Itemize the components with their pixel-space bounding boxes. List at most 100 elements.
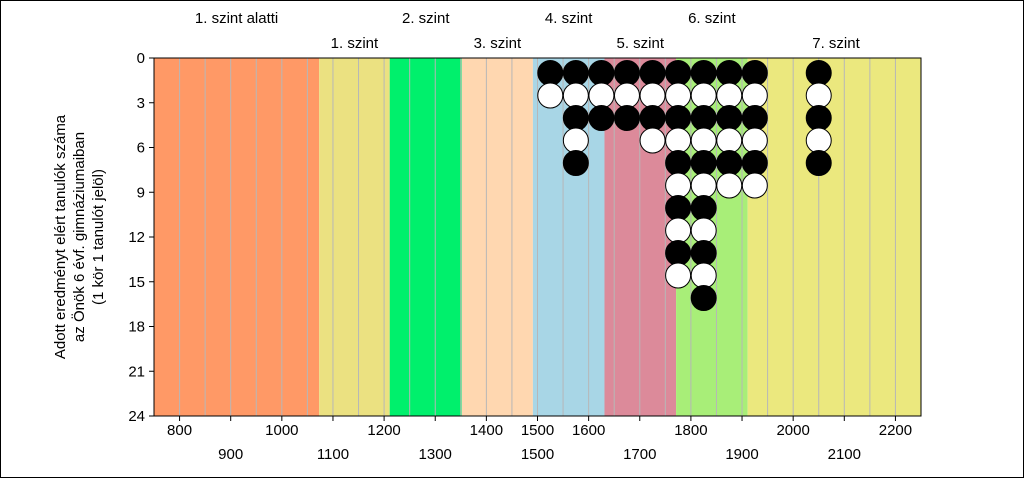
y-axis-title: Adott eredményt elért tanulók száma az Ön… bbox=[52, 114, 107, 359]
student-marker bbox=[716, 105, 743, 131]
level-label: 1. szint alatti bbox=[195, 10, 278, 27]
x-tick-label: 1500 bbox=[521, 422, 554, 439]
y-tick-label: 6 bbox=[137, 140, 145, 157]
student-marker bbox=[805, 60, 832, 86]
student-marker bbox=[690, 217, 717, 244]
x-tick-label: 1300 bbox=[419, 446, 452, 463]
student-marker bbox=[690, 195, 717, 221]
y-tick-label: 21 bbox=[128, 363, 145, 380]
student-marker bbox=[613, 82, 640, 109]
student-marker bbox=[690, 172, 717, 199]
student-marker bbox=[741, 105, 768, 131]
student-marker bbox=[690, 240, 717, 266]
level-label: 2. szint bbox=[402, 10, 450, 27]
student-marker bbox=[613, 105, 640, 131]
student-marker bbox=[537, 60, 564, 86]
y-tick-label: 3 bbox=[137, 95, 145, 112]
x-tick-label: 1200 bbox=[367, 422, 400, 439]
student-marker bbox=[805, 150, 832, 176]
student-marker bbox=[716, 150, 743, 176]
student-marker bbox=[665, 262, 692, 289]
x-tick-label: 1400 bbox=[470, 422, 503, 439]
x-tick-label: 1600 bbox=[572, 422, 605, 439]
student-marker bbox=[716, 127, 743, 154]
student-marker bbox=[741, 172, 768, 199]
student-marker bbox=[690, 82, 717, 109]
student-marker bbox=[562, 150, 589, 176]
student-marker bbox=[805, 127, 832, 154]
student-marker bbox=[665, 105, 692, 131]
student-marker bbox=[690, 262, 717, 289]
student-marker bbox=[716, 82, 743, 109]
student-marker bbox=[741, 60, 768, 86]
student-marker bbox=[665, 82, 692, 109]
x-tick-label: 800 bbox=[167, 422, 192, 439]
x-tick-label: 900 bbox=[218, 446, 243, 463]
y-axis-title-line: (1 kör 1 tanulót jelöl) bbox=[90, 169, 107, 305]
student-marker bbox=[665, 60, 692, 86]
student-marker bbox=[741, 82, 768, 109]
y-tick-label: 0 bbox=[137, 50, 145, 67]
student-marker bbox=[665, 172, 692, 199]
x-tick-label: 1700 bbox=[623, 446, 656, 463]
student-marker bbox=[690, 105, 717, 131]
y-tick-label: 9 bbox=[137, 184, 145, 201]
student-marker bbox=[639, 105, 666, 131]
student-marker bbox=[562, 82, 589, 109]
vertical-gridlines bbox=[179, 58, 896, 416]
band-8 bbox=[747, 58, 921, 416]
student-marker bbox=[665, 240, 692, 266]
x-tick-label: 1100 bbox=[317, 446, 349, 463]
level-label: 7. szint bbox=[812, 35, 860, 52]
y-tick-label: 18 bbox=[128, 319, 145, 336]
student-marker bbox=[588, 60, 615, 86]
student-marker bbox=[639, 82, 666, 109]
student-marker bbox=[613, 60, 640, 86]
student-markers bbox=[537, 60, 832, 311]
student-marker bbox=[741, 150, 768, 176]
band-4 bbox=[461, 58, 533, 416]
student-marker bbox=[537, 82, 564, 109]
x-tick-label: 2200 bbox=[879, 422, 912, 439]
student-marker bbox=[665, 195, 692, 221]
y-axis-title-line: Adott eredményt elért tanulók száma bbox=[52, 114, 69, 359]
student-marker bbox=[639, 127, 666, 154]
level-label: 1. szint bbox=[331, 35, 379, 52]
student-marker bbox=[665, 127, 692, 154]
student-marker bbox=[562, 105, 589, 131]
student-marker bbox=[588, 82, 615, 109]
student-marker bbox=[690, 285, 717, 311]
axes: 0 3 6 9 12 15 18 21 24 800 1000 1200 1400 1500 1600 180… bbox=[128, 50, 922, 463]
x-tick-label: 2000 bbox=[776, 422, 809, 439]
proficiency-level-bands bbox=[154, 58, 921, 416]
student-marker bbox=[562, 127, 589, 154]
student-marker bbox=[716, 60, 743, 86]
level-labels: 1. szint alatti 1. szint 2. szint 3. szint 4… bbox=[195, 10, 861, 52]
student-marker bbox=[716, 172, 743, 199]
y-tick-label: 15 bbox=[128, 274, 145, 291]
level-label: 4. szint bbox=[545, 10, 593, 27]
y-tick-label: 24 bbox=[128, 408, 145, 425]
band-1 bbox=[154, 58, 320, 416]
level-label: 5. szint bbox=[617, 35, 665, 52]
level-label: 3. szint bbox=[474, 35, 522, 52]
level-label: 6. szint bbox=[688, 10, 736, 27]
y-axis-title-line: az Önök 6 évf. gimnáziumaiban bbox=[70, 132, 88, 342]
student-marker bbox=[690, 60, 717, 86]
student-marker bbox=[639, 60, 666, 86]
student-marker bbox=[588, 105, 615, 131]
band-3 bbox=[389, 58, 462, 416]
x-tick-label: 1900 bbox=[725, 446, 758, 463]
x-tick-label: 1000 bbox=[265, 422, 298, 439]
y-axis-title-text: Adott eredményt elért tanulók száma az Ön… bbox=[52, 114, 107, 359]
student-marker bbox=[805, 105, 832, 131]
band-2 bbox=[319, 58, 390, 416]
student-marker bbox=[690, 150, 717, 176]
x-tick-label: 1800 bbox=[674, 422, 707, 439]
y-tick-label: 12 bbox=[128, 229, 145, 246]
x-tick-label: 2100 bbox=[828, 446, 861, 463]
student-marker bbox=[805, 82, 832, 109]
student-marker bbox=[741, 127, 768, 154]
